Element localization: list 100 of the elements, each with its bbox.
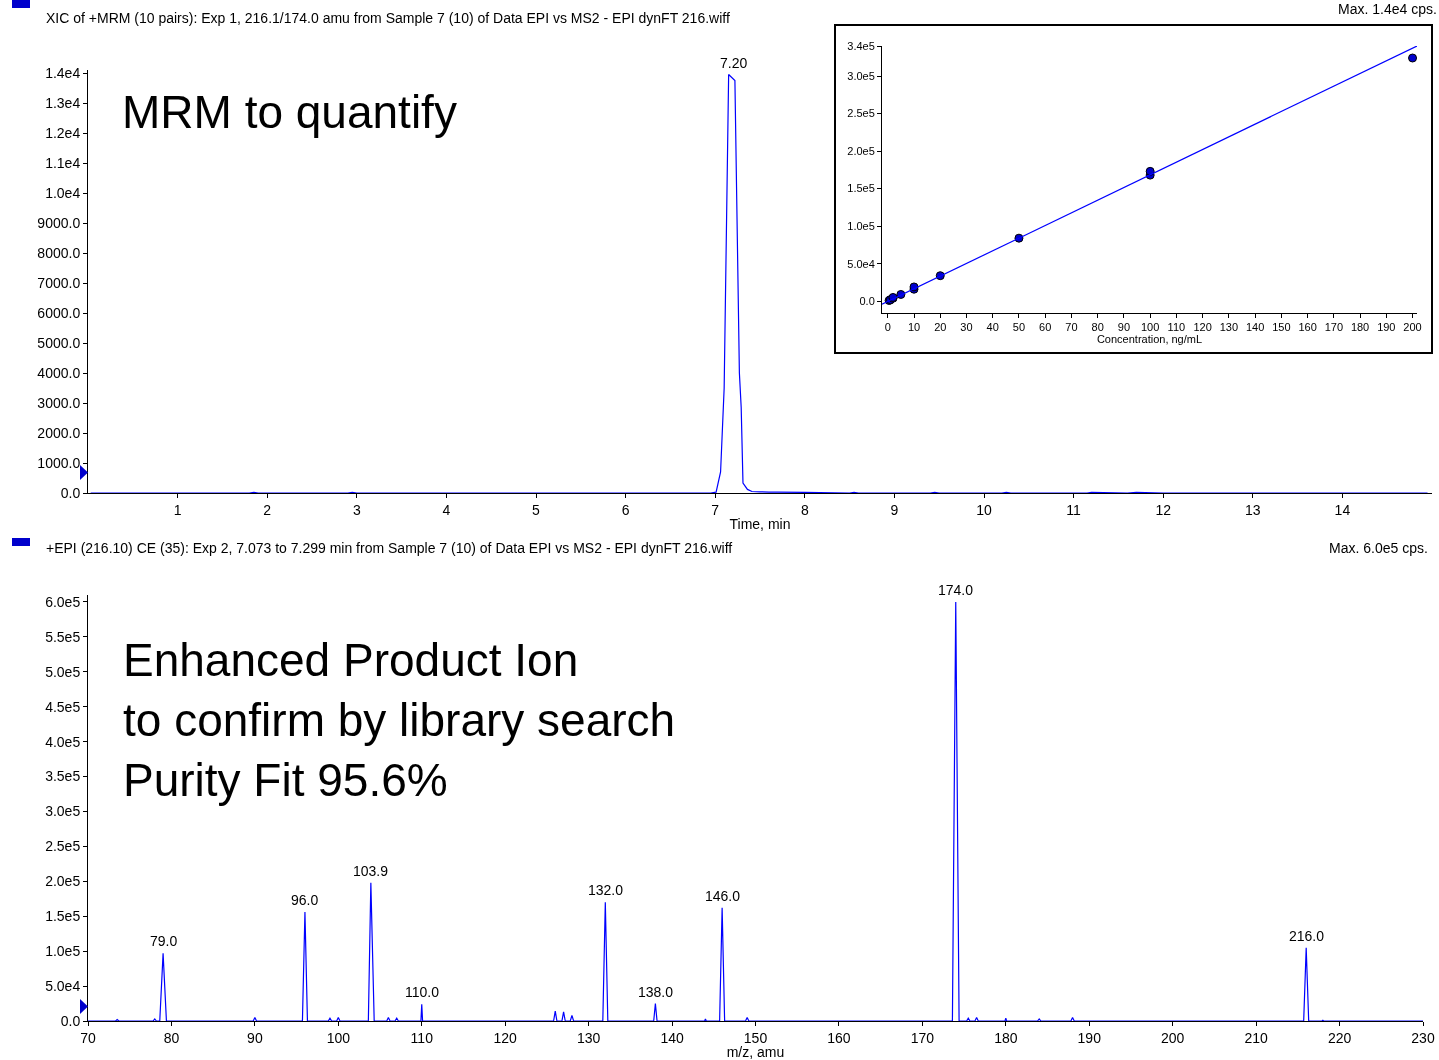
y-tick-label: 4.0e5 bbox=[45, 733, 81, 750]
x-tick-label: 90 bbox=[1117, 321, 1131, 334]
x-tick-label: 110 bbox=[1167, 321, 1186, 334]
x-axis-title: Concentration, ng/mL bbox=[1096, 333, 1203, 346]
annotation: 216.0 bbox=[1289, 928, 1325, 944]
y-tick-label: 6000.0 bbox=[37, 304, 81, 321]
y-tick-label: 5.0e4 bbox=[45, 977, 81, 994]
x-tick-label: 100 bbox=[1140, 321, 1160, 334]
annotation: 96.0 bbox=[291, 892, 319, 908]
y-tick-label: 1.0e5 bbox=[847, 220, 875, 232]
x-tick-label: 170 bbox=[1324, 321, 1343, 334]
chart-title: XIC of +MRM (10 pairs): Exp 1, 216.1/174.0 amu from Sample 7 (10) of Data EPI vs MS2 - EPI dynFT 216.wiff bbox=[46, 9, 730, 26]
x-tick-label: 150 bbox=[743, 1029, 768, 1046]
x-tick-label: 160 bbox=[827, 1029, 851, 1046]
x-tick-label: 210 bbox=[1244, 1029, 1269, 1046]
x-tick-label: 70 bbox=[80, 1029, 96, 1046]
x-tick-label: 20 bbox=[934, 321, 947, 334]
x-tick-label: 180 bbox=[1350, 321, 1370, 334]
text: Max. 1.4e4 cps. bbox=[1338, 1, 1437, 17]
y-tick-label: 2.5e5 bbox=[45, 838, 81, 855]
x-tick-label: 30 bbox=[960, 321, 973, 334]
x-tick-label: 130 bbox=[576, 1029, 601, 1046]
y-tick-label: 2.0e5 bbox=[847, 144, 875, 157]
x-tick-label: 14 bbox=[1334, 501, 1351, 518]
x-tick-label: 200 bbox=[1403, 321, 1422, 334]
x-tick-label: 12 bbox=[1155, 501, 1172, 518]
x-tick-label: 5 bbox=[532, 501, 541, 518]
x-tick-label: 190 bbox=[1377, 321, 1396, 334]
x-tick-label: 130 bbox=[1219, 321, 1239, 334]
x-tick-label: 4 bbox=[442, 501, 451, 518]
y-tick-label: 7000.0 bbox=[37, 274, 81, 291]
x-tick-label: 190 bbox=[1077, 1029, 1102, 1046]
y-tick-label: 1.1e4 bbox=[45, 154, 81, 171]
y-tick-label: 0.0 bbox=[60, 484, 81, 501]
y-tick-label: 2.5e5 bbox=[847, 107, 875, 120]
y-tick-label: 6.0e5 bbox=[45, 593, 81, 610]
y-tick-label: 3.0e5 bbox=[847, 69, 875, 82]
y-tick-label: 1.3e4 bbox=[45, 94, 81, 111]
x-tick-label: 10 bbox=[976, 501, 992, 518]
x-tick-label: 7 bbox=[711, 501, 720, 518]
x-axis-title: Time, min bbox=[729, 516, 791, 533]
annotation: 110.0 bbox=[405, 984, 440, 1000]
y-tick-label: 5000.0 bbox=[37, 334, 81, 351]
x-tick-label: 9 bbox=[890, 501, 899, 518]
y-tick-label: 8000.0 bbox=[37, 244, 81, 261]
y-tick-label: 1.5e5 bbox=[45, 908, 81, 925]
x-tick-label: 2 bbox=[263, 501, 272, 518]
y-tick-label: 3.4e5 bbox=[847, 39, 875, 52]
x-tick-label: 8 bbox=[800, 501, 809, 518]
x-tick-label: 60 bbox=[1039, 321, 1052, 334]
x-axis-title: m/z, amu bbox=[726, 1044, 785, 1060]
x-tick-label: 0 bbox=[884, 321, 891, 334]
x-tick-label: 230 bbox=[1411, 1029, 1435, 1046]
y-tick-label: 5.0e4 bbox=[847, 257, 875, 270]
y-tick-label: 0.0 bbox=[859, 295, 875, 308]
x-tick-label: 3 bbox=[352, 501, 361, 518]
x-tick-label: 110 bbox=[410, 1029, 434, 1046]
x-tick-label: 13 bbox=[1245, 501, 1261, 518]
y-tick-label: 0.0 bbox=[60, 1012, 81, 1029]
annotation: 7.20 bbox=[720, 55, 748, 71]
y-tick-label: 1.5e5 bbox=[847, 182, 875, 195]
annotation: MRM to quantify bbox=[122, 86, 457, 138]
x-tick-label: 200 bbox=[1161, 1029, 1185, 1046]
y-tick-label: 1000.0 bbox=[37, 454, 81, 471]
text: Max. 6.0e5 cps. bbox=[1329, 540, 1428, 556]
annotation: 146.0 bbox=[705, 888, 741, 904]
y-tick-label: 3000.0 bbox=[37, 394, 81, 411]
y-tick-label: 5.5e5 bbox=[45, 628, 81, 645]
annotation: 174.0 bbox=[938, 582, 974, 598]
annotation: 79.0 bbox=[150, 933, 178, 949]
y-tick-label: 4.5e5 bbox=[45, 698, 81, 715]
x-tick-label: 70 bbox=[1065, 321, 1078, 334]
y-tick-label: 1.0e5 bbox=[45, 943, 81, 960]
y-tick-label: 3.0e5 bbox=[45, 803, 81, 820]
x-tick-label: 120 bbox=[493, 1029, 518, 1046]
x-tick-label: 120 bbox=[1193, 321, 1212, 334]
y-tick-label: 9000.0 bbox=[37, 214, 81, 231]
x-tick-label: 100 bbox=[326, 1029, 351, 1046]
x-tick-label: 180 bbox=[994, 1029, 1018, 1046]
x-tick-label: 90 bbox=[247, 1029, 263, 1046]
y-tick-label: 5.0e5 bbox=[45, 663, 81, 680]
y-tick-label: 1.2e4 bbox=[45, 124, 81, 141]
x-tick-label: 10 bbox=[907, 321, 921, 334]
x-tick-label: 6 bbox=[621, 501, 630, 518]
x-tick-label: 1 bbox=[173, 501, 182, 518]
y-tick-label: 1.0e4 bbox=[45, 184, 81, 201]
y-tick-label: 2.0e5 bbox=[45, 873, 81, 890]
y-tick-label: 2000.0 bbox=[37, 424, 81, 441]
x-tick-label: 50 bbox=[1012, 321, 1026, 334]
x-tick-label: 160 bbox=[1298, 321, 1317, 334]
x-tick-label: 80 bbox=[1091, 321, 1104, 334]
x-tick-label: 150 bbox=[1272, 321, 1291, 334]
annotation: Enhanced Product Ion to confirm by library search Purity Fit 95.6% bbox=[123, 634, 676, 806]
y-tick-label: 4000.0 bbox=[37, 364, 81, 381]
chart-title: +EPI (216.10) CE (35): Exp 2, 7.073 to 7.299 min from Sample 7 (10) of Data EPI vs MS2 - EPI dynFT 216.wiff bbox=[46, 539, 733, 556]
x-tick-label: 80 bbox=[163, 1029, 180, 1046]
y-tick-label: 1.4e4 bbox=[45, 64, 81, 81]
x-tick-label: 140 bbox=[660, 1029, 684, 1046]
x-tick-label: 170 bbox=[910, 1029, 935, 1046]
x-tick-label: 140 bbox=[1245, 321, 1265, 334]
